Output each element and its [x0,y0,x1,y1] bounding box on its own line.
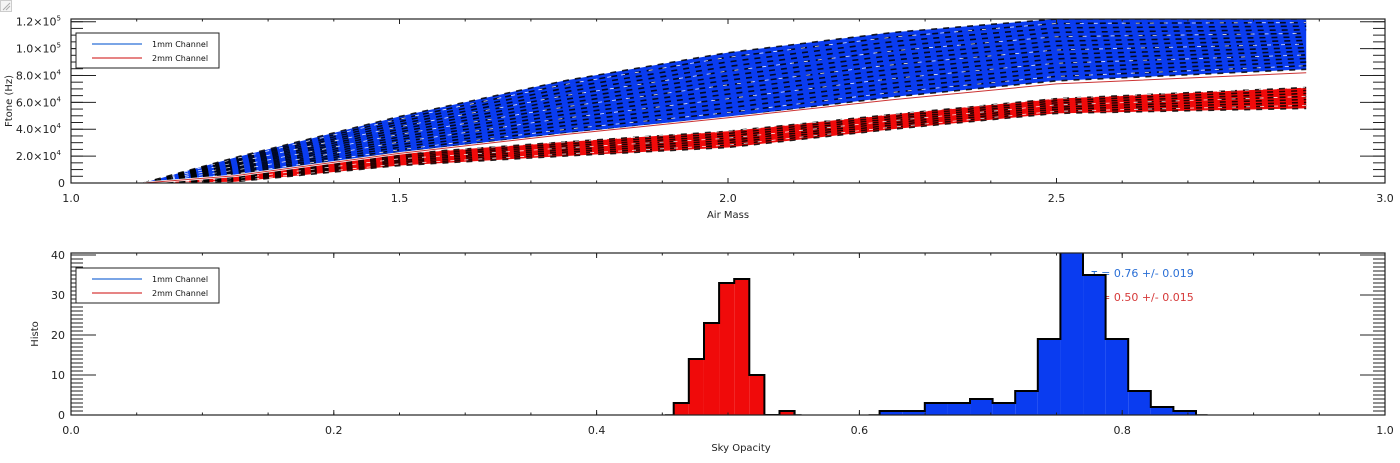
hist-2mm-bar [673,403,689,415]
hist-2mm-bar [703,323,720,415]
top-y-tick-label: 1.2×105 [16,15,61,29]
bottom-chart-axes: 0.0 0.2 0.4 0.6 0.8 1.0 0 10 20 30 40 [51,249,1394,437]
curve-1mm-dashed [143,21,1307,183]
bottom-x-tick-label: 1.0 [1376,424,1394,437]
hist-2mm-bar [779,411,795,415]
top-chart-axes: 1.0 1.5 2.0 2.5 3.0 0 2.0×104 4.0×104 6.0×104 8.0… [16,15,1394,205]
hist-2mm-outline [672,278,796,415]
top-y-tick-label: 1.0×105 [16,42,61,56]
bottom-legend: 1mm Channel 2mm Channel [75,267,220,304]
bottom-x-tick-label: 0.2 [325,424,343,437]
hist-1mm-outline [878,253,1197,415]
bottom-x-axis-title: Sky Opacity [711,443,770,454]
hist-1mm-bar [1015,391,1038,415]
curve-1mm-highlight [143,54,1307,183]
top-x-tick-label: 3.0 [1376,192,1394,205]
curve-2mm-dashed [143,92,1307,183]
bottom-x-tick-label: 0.4 [588,424,606,437]
bottom-legend-box [75,267,220,304]
bottom-y-tick-label: 40 [51,249,65,262]
top-y-tick-label: 6.0×104 [16,95,62,109]
bottom-y-axis-title: Histo [30,321,41,347]
curve-1mm-dashed [143,61,1307,183]
bottom-y-tick-label: 10 [51,369,65,382]
bottom-x-tick-label: 0.8 [1113,424,1131,437]
hist-2mm-bar [688,359,704,415]
curve-2mm-dashed [143,104,1307,183]
hist-1mm-bar [924,403,948,415]
bottom-x-tick-label: 0.6 [851,424,869,437]
hist-1mm-bar [1150,407,1174,415]
top-legend-box [75,32,220,69]
top-x-tick-label: 2.5 [1048,192,1066,205]
hist-1mm-bar [947,403,971,415]
ftone-airmass-chart: 1.0 1.5 2.0 2.5 3.0 0 2.0×104 4.0×104 6.0×104 8.0… [4,15,1394,221]
curve-2mm-outlier [143,72,1307,183]
hist-1mm-bar [1173,411,1197,415]
hist-2mm-bar [749,375,765,415]
top-x-tick-label: 1.0 [62,192,80,205]
top-legend: 1mm Channel 2mm Channel [75,32,220,69]
curve-2mm-dashed [143,107,1307,183]
hist-1mm-bar [1105,339,1129,415]
curve-1mm-highlight [143,22,1307,183]
hist-1mm-bar [1060,253,1084,415]
curve-1mm-dashed [143,36,1307,183]
top-x-tick-label: 2.0 [719,192,737,205]
curve-2mm-dashed [143,101,1307,183]
curve-1mm-dashed [143,29,1307,183]
top-x-tick-label: 1.5 [391,192,409,205]
bottom-y-tick-label: 30 [51,289,65,302]
bottom-x-tick-label: 0.0 [62,424,80,437]
curve-1mm-dashed [143,64,1307,183]
sky-opacity-histogram-chart: τ = 0.76 +/- 0.019 τ = 0.50 +/- 0.015 0.0… [30,249,1394,454]
top-y-tick-label: 4.0×104 [16,122,62,136]
top-y-tick-label: 0 [58,177,65,190]
bottom-y-tick-label: 0 [58,409,65,422]
hist-1mm-bar [970,399,993,415]
top-y-tick-label: 2.0×104 [16,149,62,163]
curve-2mm-dashed [143,95,1307,183]
hist-1mm-bar [992,403,1016,415]
annotation-2mm-opacity: τ = 0.50 +/- 0.015 [1091,291,1194,304]
hist-2mm-bar [734,279,750,415]
curve-2mm-dashed [143,98,1307,183]
curve-2mm-dashed [143,89,1307,183]
curve-1mm-dashed [143,32,1307,183]
curve-1mm-dashed [143,57,1307,183]
bottom-legend-label-1mm: 1mm Channel [152,275,208,284]
top-y-tick-label: 8.0×104 [16,68,62,82]
curve-1mm-dashed [143,39,1307,183]
top-chart-series [143,19,1307,183]
top-y-axis-title: Ftone (Hz) [4,75,15,127]
bottom-y-tick-label: 20 [51,329,65,342]
band-2mm [143,87,1307,183]
resize-grip-icon[interactable] [0,0,12,12]
hist-1mm-bar [1037,339,1061,415]
curve-1mm-highlight [143,43,1307,183]
top-legend-label-2mm: 2mm Channel [152,54,208,63]
bottom-legend-label-2mm: 2mm Channel [152,289,208,298]
hist-1mm-bar [902,411,925,415]
hist-1mm-bar [879,411,903,415]
hist-2mm-bar [719,283,735,415]
curve-1mm-highlight [143,33,1307,183]
top-legend-label-1mm: 1mm Channel [152,40,208,49]
hist-1mm-bar [1128,391,1151,415]
curve-1mm-dashed [143,50,1307,183]
bottom-chart-series [664,253,1208,415]
top-x-axis-title: Air Mass [707,210,749,221]
curve-1mm-dashed [143,46,1307,183]
annotation-1mm-opacity: τ = 0.76 +/- 0.019 [1091,267,1194,280]
hist-1mm-bar [1083,275,1106,415]
